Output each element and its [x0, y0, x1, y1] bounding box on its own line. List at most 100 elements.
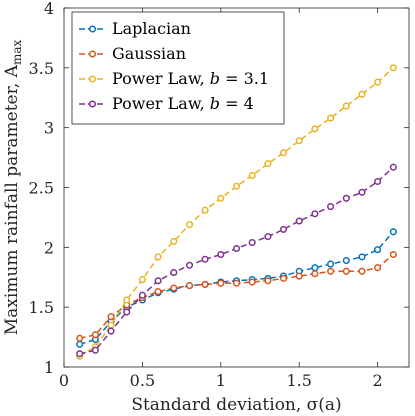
y-axis-label-subscript: max [10, 40, 24, 66]
legend-label: Power Law, b = 4 [112, 94, 254, 113]
data-point [264, 277, 272, 285]
data-point [170, 284, 178, 292]
data-point [374, 246, 382, 254]
data-point [76, 334, 84, 342]
data-point [138, 291, 146, 299]
data-point [279, 149, 288, 157]
data-point [295, 217, 303, 225]
data-point [358, 253, 366, 261]
data-point [107, 327, 115, 335]
data-point [295, 272, 303, 280]
tick-labels: 0 0.5 1 1.5 2 1 1.5 2 2.5 3 3.5 4 [29, 0, 383, 390]
y-tick-label: 4 [44, 0, 54, 18]
data-point [389, 228, 397, 236]
data-point [342, 256, 350, 265]
data-point [170, 237, 178, 245]
data-point [138, 276, 146, 284]
x-tick-label: 0 [59, 371, 69, 390]
data-point [248, 238, 256, 247]
data-point [311, 270, 319, 278]
y-axis-label-main: Maximum rainfall parameter, A [2, 64, 22, 335]
data-point [123, 308, 131, 316]
x-tick-label: 1.5 [287, 371, 312, 390]
data-point [232, 182, 241, 190]
data-point [327, 260, 335, 268]
series-2 [76, 250, 397, 342]
legend-swatch-marker [88, 50, 97, 58]
x-tick-label: 0.5 [130, 371, 155, 390]
x-tick-label: 2 [373, 371, 383, 390]
data-point [295, 137, 303, 145]
legend-swatch-marker [88, 25, 97, 33]
data-point [123, 296, 131, 304]
legend-item: Laplacian [79, 19, 191, 38]
plot-series [76, 64, 397, 360]
axes [63, 7, 410, 368]
series-4 [76, 163, 397, 358]
data-point [185, 282, 194, 290]
x-tick-label: 1 [216, 371, 226, 390]
data-point [342, 194, 350, 202]
y-tick-label: 1 [44, 358, 54, 377]
data-point [217, 194, 225, 202]
data-point [201, 280, 209, 288]
data-point [185, 261, 194, 269]
data-point [170, 268, 178, 277]
data-point [389, 163, 397, 171]
data-point [185, 221, 194, 229]
data-point [264, 160, 272, 168]
data-point [374, 78, 382, 86]
data-point [311, 210, 319, 218]
legend-label: Power Law, b = 3.1 [112, 69, 269, 88]
data-point [248, 171, 256, 180]
data-point [248, 278, 256, 286]
legend-item: Power Law, b = 3.1 [79, 69, 269, 88]
data-point [232, 244, 241, 253]
legend-item: Power Law, b = 4 [79, 94, 254, 113]
data-point [389, 64, 397, 72]
y-tick-label: 3 [44, 119, 54, 138]
data-point [217, 250, 225, 259]
legend-label: Laplacian [112, 19, 191, 38]
y-tick-label: 1.5 [29, 298, 54, 317]
legend-swatch-marker [88, 100, 97, 108]
data-point [217, 279, 225, 287]
data-point [279, 225, 288, 233]
data-point [107, 321, 115, 329]
legend: Laplacian Gaussian Power Law, b = 3.1 Power… [71, 11, 285, 125]
y-axis-label: Maximum rainfall parameter, Amax [2, 40, 24, 336]
legend-item: Gaussian [79, 44, 186, 63]
data-point [358, 188, 366, 196]
y-tick-label: 2 [44, 238, 54, 257]
data-point [232, 279, 241, 287]
data-point [107, 313, 115, 321]
data-point [76, 350, 84, 358]
data-point [327, 267, 335, 275]
data-point [279, 274, 288, 282]
data-point [91, 346, 99, 354]
data-point [358, 90, 366, 98]
data-point [311, 125, 319, 133]
data-point [154, 253, 162, 261]
data-point [374, 264, 382, 272]
legend-swatch-marker [88, 75, 97, 83]
legend-box [71, 11, 285, 125]
data-point [201, 206, 209, 214]
data-point [154, 277, 162, 285]
data-point [342, 267, 350, 275]
data-point [264, 233, 272, 241]
data-point [327, 114, 335, 122]
data-point [342, 102, 350, 110]
data-point [358, 267, 366, 275]
y-tick-label: 3.5 [29, 59, 54, 78]
data-point [76, 340, 84, 348]
data-point [327, 203, 335, 211]
data-point [311, 264, 319, 272]
y-tick-label: 2.5 [29, 179, 54, 198]
data-point [201, 255, 209, 263]
data-point [374, 177, 382, 186]
data-point [91, 331, 99, 339]
x-axis-label: Standard deviation, σ(a) [131, 395, 341, 415]
data-point [389, 250, 397, 259]
